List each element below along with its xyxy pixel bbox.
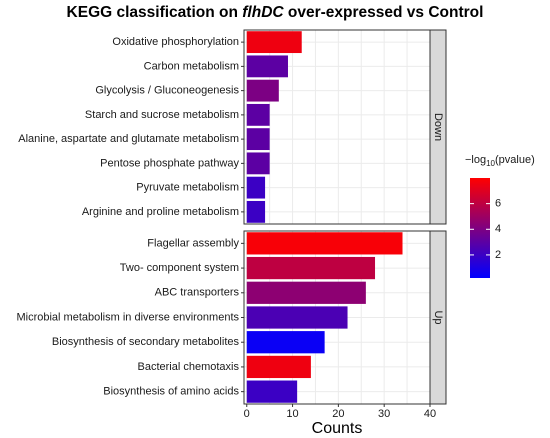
y-tick-label: Carbon metabolism (144, 60, 239, 72)
bar (246, 176, 266, 199)
colorbar-title: −log10(pvalue) (465, 154, 535, 168)
facet-strip (429, 29, 447, 225)
bar (246, 152, 270, 175)
y-tick-label: Biosynthesis of amino acids (103, 386, 239, 398)
y-tick-label: Arginine and proline metabolism (82, 206, 239, 218)
bar (246, 281, 366, 304)
y-tick-label: Biosynthesis of secondary metabolites (52, 336, 240, 348)
x-tick-label: 40 (424, 408, 436, 420)
bar (246, 380, 298, 403)
facet-label: Down (432, 113, 444, 141)
bar (246, 232, 403, 255)
colorbar-title-part: (pvalue) (495, 154, 535, 166)
bar (246, 331, 325, 354)
y-tick-label: Starch and sucrose metabolism (85, 109, 239, 121)
y-tick-label: Two- component system (120, 262, 239, 274)
bar (246, 355, 311, 379)
y-tick-label: Bacterial chemotaxis (138, 361, 240, 373)
y-tick-label: Microbial metabolism in diverse environm… (16, 311, 239, 323)
bar (246, 103, 270, 126)
bar (246, 55, 288, 78)
x-tick-label: 10 (286, 408, 298, 420)
colorbar-tick-label: 6 (495, 198, 501, 210)
y-tick-label: Oxidative phosphorylation (112, 36, 239, 48)
y-tick-label: Pentose phosphate pathway (100, 157, 239, 169)
title-part: over-expressed vs Control (284, 4, 484, 21)
title-part: flhDC (242, 4, 284, 21)
title-part: KEGG classification on (67, 4, 243, 21)
x-tick-label: 20 (332, 408, 344, 420)
bar (246, 306, 348, 329)
y-tick-label: Pyruvate metabolism (136, 182, 239, 194)
colorbar-tick-label: 2 (495, 249, 501, 261)
x-tick-label: 0 (244, 408, 250, 420)
bar (246, 79, 279, 102)
x-axis-title: Counts (312, 420, 363, 437)
chart-title: KEGG classification on flhDC over-expres… (67, 4, 484, 21)
colorbar-tick-label: 4 (495, 223, 501, 235)
colorbar (470, 178, 490, 278)
facet-strip (429, 230, 447, 405)
colorbar-title-part: 10 (486, 159, 495, 168)
y-tick-label: Glycolysis / Gluconeogenesis (95, 85, 239, 97)
facet-label: Up (432, 310, 444, 324)
bar (246, 200, 266, 223)
bar (246, 128, 270, 151)
y-tick-label: Flagellar assembly (147, 237, 239, 249)
x-tick-label: 30 (378, 408, 390, 420)
bar (246, 31, 302, 54)
y-tick-label: ABC transporters (155, 287, 240, 299)
y-tick-label: Alanine, aspartate and glutamate metabol… (18, 133, 239, 145)
colorbar-title-part: −log (465, 154, 486, 166)
bar (246, 256, 376, 280)
